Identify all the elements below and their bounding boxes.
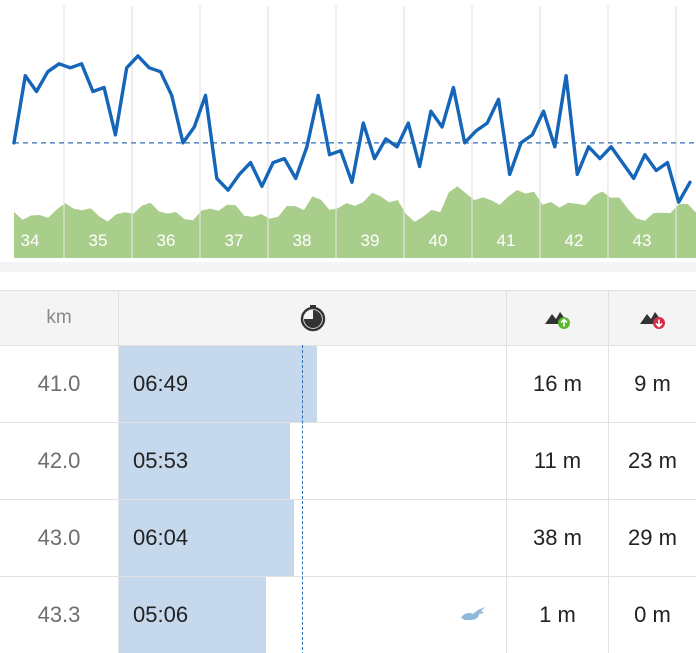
split-descent: 0 m <box>608 577 696 653</box>
km-label: 39 <box>361 231 380 250</box>
split-km: 43.3 <box>37 602 81 627</box>
split-time-bar <box>119 423 290 499</box>
km-label: 37 <box>225 231 244 250</box>
split-ascent: 38 m <box>506 500 608 576</box>
split-time-bar <box>119 500 294 576</box>
table-header: km <box>0 290 696 346</box>
split-ascent: 11 m <box>506 423 608 499</box>
split-ascent: 1 m <box>506 577 608 653</box>
descent-header[interactable] <box>608 291 696 345</box>
split-time: 06:04 <box>133 525 189 550</box>
km-label: 43 <box>633 231 652 250</box>
split-descent: 29 m <box>608 500 696 576</box>
km-label: 35 <box>89 231 108 250</box>
split-km: 42.0 <box>37 448 81 473</box>
average-pace-line <box>302 345 303 653</box>
split-row[interactable]: 43.0 06:04 38 m 29 m <box>0 500 696 577</box>
pace-chart-svg: 34 35 36 37 38 39 40 41 42 43 <box>0 0 696 262</box>
stopwatch-icon <box>300 305 325 332</box>
split-time-cell: 05:53 <box>118 423 506 499</box>
km-header: km <box>46 307 72 328</box>
split-time: 06:49 <box>133 371 189 396</box>
split-time: 05:53 <box>133 448 189 473</box>
km-label: 34 <box>21 231 40 250</box>
km-label: 40 <box>429 231 448 250</box>
km-label: 42 <box>565 231 584 250</box>
elevation-area <box>14 186 696 258</box>
pace-line <box>12 54 692 204</box>
km-label: 41 <box>497 231 516 250</box>
ascent-header[interactable] <box>506 291 608 345</box>
split-descent: 9 m <box>608 346 696 422</box>
rabbit-icon <box>461 607 485 620</box>
split-row[interactable]: 43.3 05:06 1 m 0 m <box>0 577 696 653</box>
split-time-cell: 06:49 <box>118 346 506 422</box>
split-time-bar <box>119 577 266 653</box>
split-time: 05:06 <box>133 602 189 627</box>
pace-chart[interactable]: 34 35 36 37 38 39 40 41 42 43 <box>0 0 696 272</box>
split-km: 43.0 <box>37 525 81 550</box>
split-descent: 23 m <box>608 423 696 499</box>
time-header[interactable] <box>118 291 506 345</box>
split-km: 41.0 <box>37 371 81 396</box>
descent-icon <box>639 312 665 329</box>
split-time-cell: 06:04 <box>118 500 506 576</box>
km-label: 38 <box>293 231 312 250</box>
split-time-cell: 05:06 <box>118 577 506 653</box>
ascent-icon <box>544 312 570 329</box>
split-ascent: 16 m <box>506 346 608 422</box>
km-label: 36 <box>157 231 176 250</box>
split-row[interactable]: 42.0 05:53 11 m 23 m <box>0 423 696 500</box>
split-row[interactable]: 41.0 06:49 16 m 9 m <box>0 346 696 423</box>
split-time-bar <box>119 346 317 422</box>
